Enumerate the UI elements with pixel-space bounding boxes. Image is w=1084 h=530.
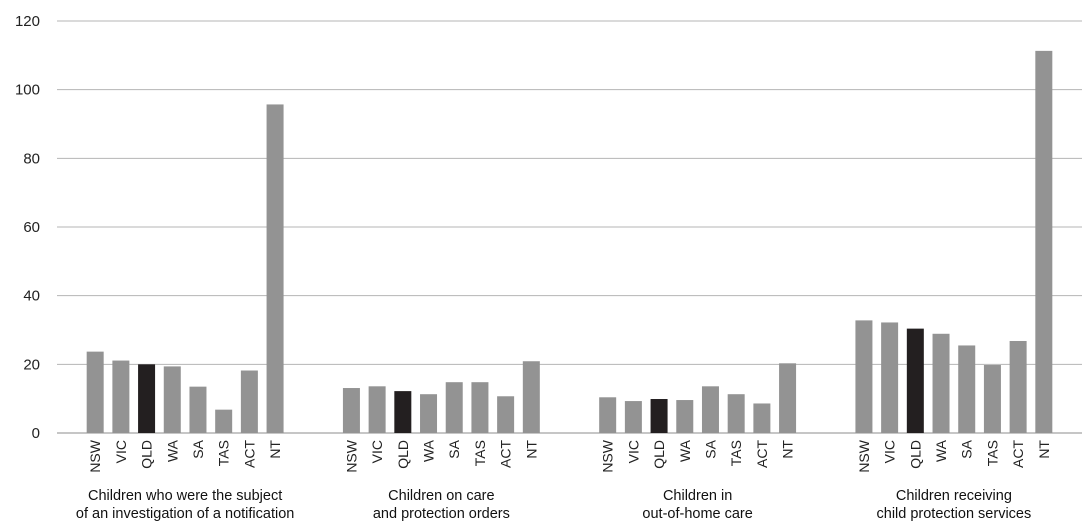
- bar-nt: [779, 363, 797, 433]
- bar-nsw: [86, 351, 104, 433]
- x-category-label: SA: [959, 439, 975, 458]
- x-category-label: NT: [780, 440, 796, 459]
- group-label-line: Children receiving: [896, 488, 1012, 504]
- group-label-line: and protection orders: [373, 506, 510, 522]
- x-category-label: QLD: [651, 440, 667, 469]
- bar-wa: [676, 400, 694, 433]
- bar-nsw: [855, 320, 873, 433]
- bar-nsw: [342, 388, 360, 433]
- bar-act: [240, 370, 258, 433]
- gridlines: [57, 20, 1082, 434]
- bar-qld: [650, 399, 668, 433]
- bar-wa: [163, 366, 181, 433]
- x-category-label: TAS: [984, 440, 1000, 466]
- group-label-line: Children in: [663, 488, 732, 504]
- bars: [86, 50, 1053, 434]
- bar-qld: [138, 364, 156, 433]
- group-label: Children receiving child protection servi…: [877, 488, 1032, 522]
- y-tick-label: 120: [15, 13, 40, 30]
- x-category-label: NT: [267, 440, 283, 459]
- y-tick-label: 0: [32, 425, 40, 442]
- x-category-label: SA: [446, 439, 462, 458]
- group-label-line: Children who were the subject: [88, 488, 282, 504]
- bar-vic: [624, 401, 642, 433]
- x-category-label: ACT: [754, 440, 770, 468]
- x-axis-category-labels: NSW VIC QLD WA SA TAS ACT NT NSW VIC QLD WA SA TAS ACT…: [87, 439, 1052, 472]
- x-category-label: VIC: [882, 440, 898, 463]
- bar-vic: [112, 360, 130, 433]
- bar-wa: [932, 333, 950, 433]
- bar-qld: [394, 391, 412, 433]
- bar-tas: [727, 394, 745, 433]
- group-label-line: child protection services: [877, 506, 1032, 522]
- group-label-line: Children on care: [388, 488, 494, 504]
- bar-tas: [983, 365, 1001, 433]
- y-axis-tick-labels: 0 20 40 60 80 100 120: [15, 13, 40, 442]
- y-tick-label: 100: [15, 82, 40, 99]
- x-category-label: WA: [677, 439, 693, 462]
- bar-tas: [471, 382, 489, 433]
- bar-vic: [368, 386, 386, 433]
- x-category-label: VIC: [113, 440, 129, 463]
- x-category-label: WA: [164, 439, 180, 462]
- x-category-label: QLD: [907, 440, 923, 469]
- x-category-label: QLD: [395, 440, 411, 469]
- bar-nsw: [599, 397, 617, 433]
- y-tick-label: 80: [23, 150, 40, 167]
- group-label-line: out-of-home care: [642, 506, 752, 522]
- group-label: Children on care and protection orders: [373, 488, 510, 522]
- bar-act: [1009, 340, 1027, 433]
- bar-wa: [420, 394, 438, 433]
- y-tick-label: 40: [23, 288, 40, 305]
- x-category-label: ACT: [1010, 440, 1026, 468]
- x-category-label: NSW: [87, 439, 103, 472]
- x-category-label: SA: [702, 439, 718, 458]
- x-category-label: NT: [523, 440, 539, 459]
- x-category-label: VIC: [369, 440, 385, 463]
- group-label-line: of an investigation of a notification: [76, 506, 294, 522]
- y-tick-label: 60: [23, 219, 40, 236]
- bar-nt: [522, 361, 540, 433]
- x-category-label: VIC: [625, 440, 641, 463]
- bar-act: [753, 403, 771, 433]
- x-category-label: QLD: [139, 440, 155, 469]
- bar-qld: [906, 328, 924, 433]
- bar-sa: [958, 345, 976, 433]
- x-category-label: ACT: [498, 440, 514, 468]
- x-category-label: TAS: [728, 440, 744, 466]
- bar-nt: [266, 104, 284, 434]
- y-tick-label: 20: [23, 356, 40, 373]
- x-category-label: TAS: [472, 440, 488, 466]
- x-category-label: NSW: [600, 439, 616, 472]
- bar-nt: [1035, 50, 1053, 434]
- group-label: Children in out-of-home care: [642, 488, 752, 522]
- x-category-label: NT: [1036, 440, 1052, 459]
- group-label: Children who were the subject of an inves…: [76, 488, 294, 522]
- x-category-label: WA: [933, 439, 949, 462]
- x-category-label: WA: [421, 439, 437, 462]
- x-category-label: ACT: [241, 440, 257, 468]
- bar-act: [497, 396, 515, 433]
- bar-tas: [215, 409, 233, 433]
- x-category-label: NSW: [856, 439, 872, 472]
- bar-sa: [445, 382, 463, 433]
- group-labels: Children who were the subject of an inves…: [76, 488, 1031, 522]
- bar-sa: [189, 386, 207, 433]
- bar-vic: [881, 322, 899, 433]
- x-category-label: NSW: [343, 439, 359, 472]
- bar-sa: [701, 386, 719, 433]
- x-category-label: SA: [190, 439, 206, 458]
- x-category-label: TAS: [216, 440, 232, 466]
